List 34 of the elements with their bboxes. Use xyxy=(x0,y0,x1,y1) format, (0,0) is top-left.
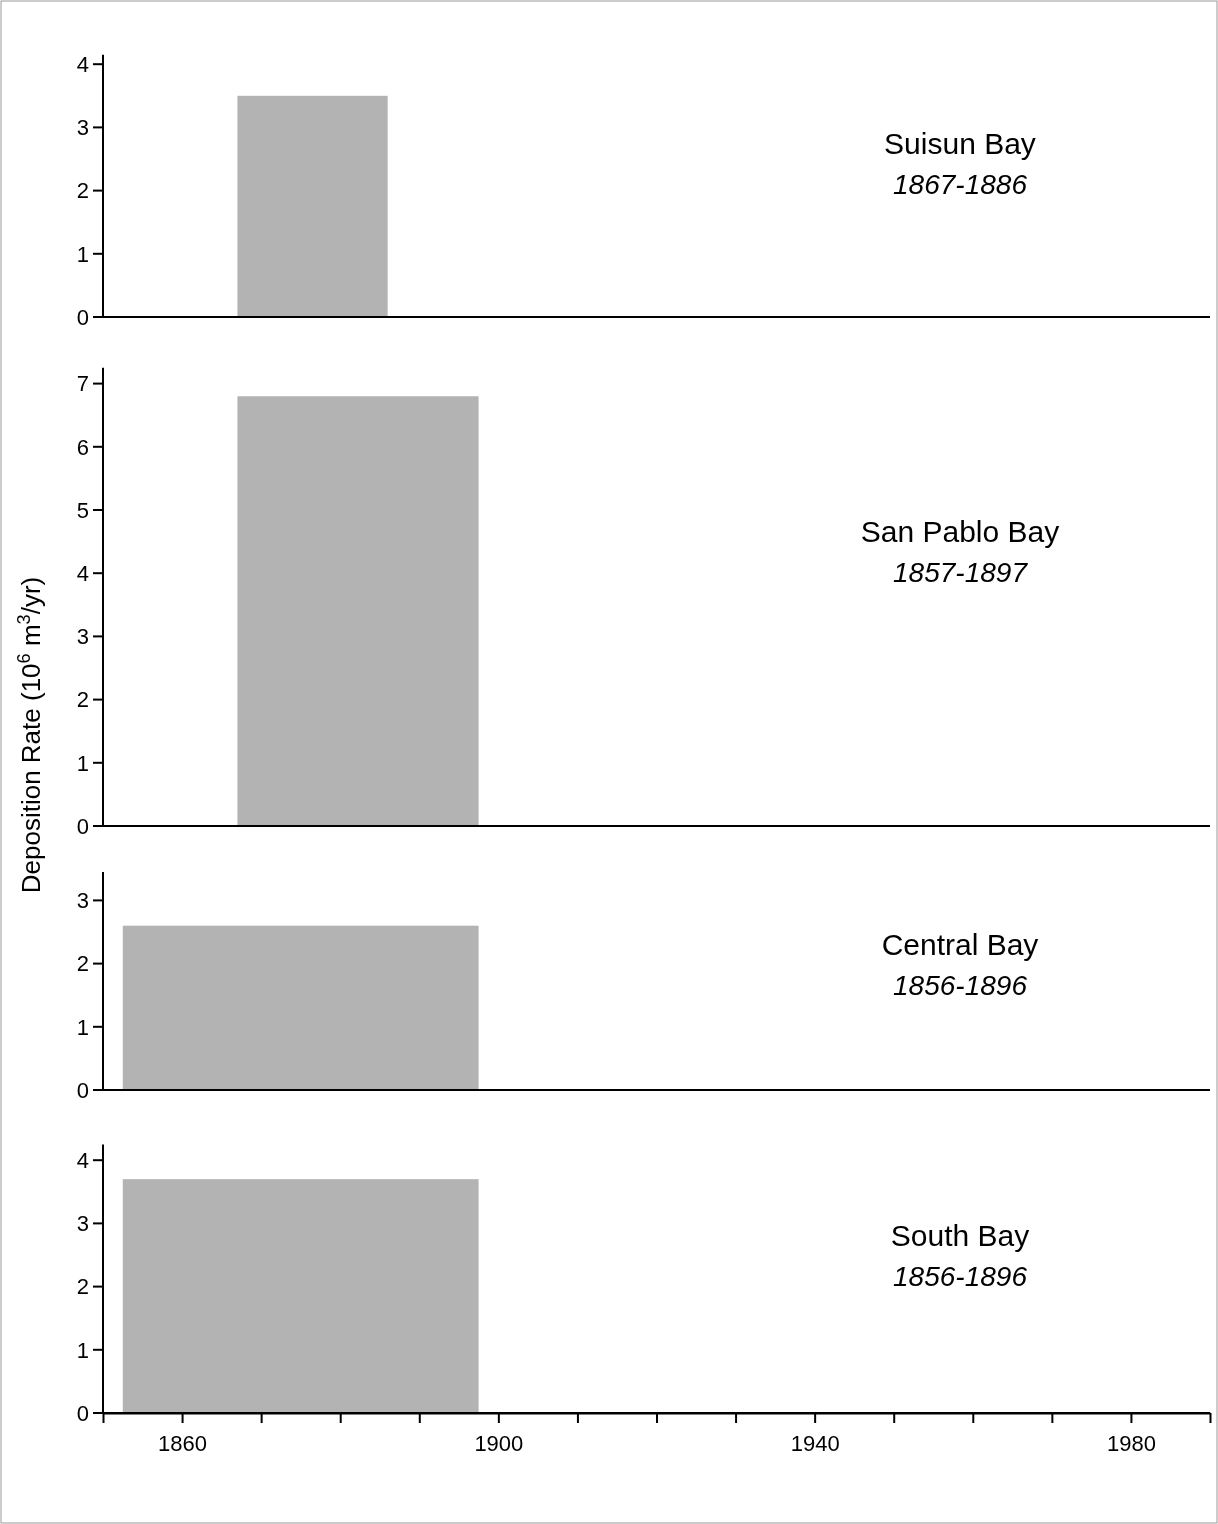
y-tick-label: 1 xyxy=(76,241,89,267)
y-tick-label: 3 xyxy=(76,1211,89,1237)
y-tick-label: 6 xyxy=(76,434,89,460)
y-tick-label: 4 xyxy=(76,560,89,586)
x-tick-label: 1900 xyxy=(474,1430,524,1456)
text: 1856-1896 xyxy=(893,969,1028,1001)
text: Suisun Bay xyxy=(884,127,1036,161)
text: 1867-1886 xyxy=(893,169,1028,201)
y-tick-label: 1 xyxy=(76,750,89,776)
y-tick-label: 3 xyxy=(76,624,89,650)
y-tick-label: 1 xyxy=(76,1337,89,1363)
y-tick-label: 0 xyxy=(76,813,89,839)
y-tick-label: 5 xyxy=(76,497,89,523)
text: San Pablo Bay xyxy=(860,514,1060,548)
x-tick-label: 1940 xyxy=(790,1430,840,1456)
text: 1857-1897 xyxy=(893,556,1029,588)
y-tick-label: 2 xyxy=(76,1274,89,1300)
text: 1856-1896 xyxy=(893,1261,1028,1293)
y-tick-label: 0 xyxy=(76,304,89,330)
y-tick-label: 4 xyxy=(76,1147,89,1173)
y-tick-label: 2 xyxy=(76,951,89,977)
y-tick-label: 4 xyxy=(76,51,89,77)
y-tick-label: 7 xyxy=(76,371,89,397)
y-tick-label: 1 xyxy=(76,1014,89,1040)
y-tick-label: 0 xyxy=(76,1400,89,1426)
y-tick-label: 2 xyxy=(76,687,89,713)
y-tick-label: 3 xyxy=(76,115,89,141)
y-tick-label: 3 xyxy=(76,888,89,914)
text: South Bay xyxy=(890,1219,1030,1253)
x-tick-label: 1980 xyxy=(1106,1430,1156,1456)
y-tick-label: 0 xyxy=(76,1077,89,1103)
text: Central Bay xyxy=(881,927,1039,961)
y-tick-label: 2 xyxy=(76,178,89,204)
x-tick-label: 1860 xyxy=(158,1430,208,1456)
